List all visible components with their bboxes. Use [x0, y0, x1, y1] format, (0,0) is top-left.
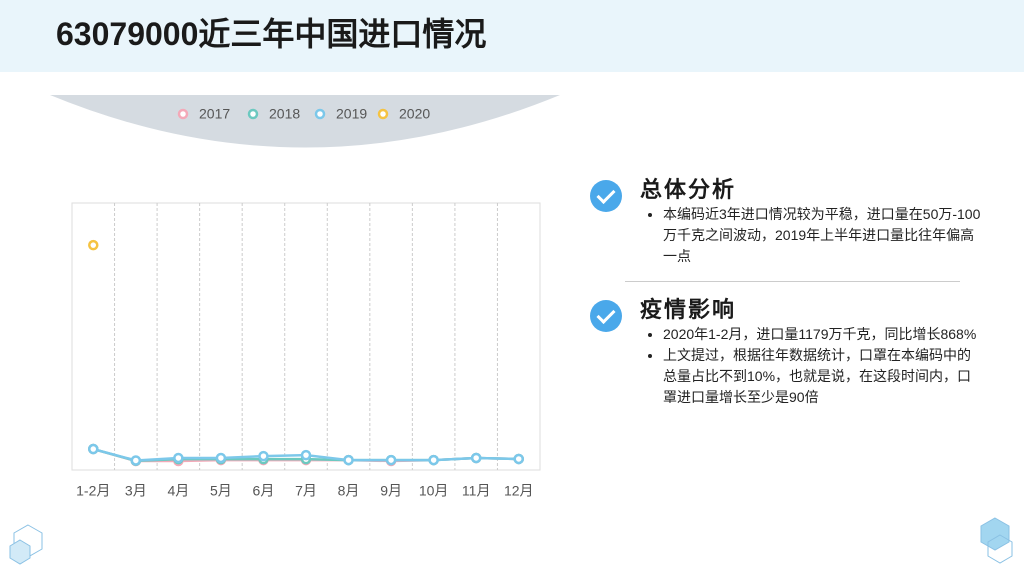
- x-tick-label: 1-2月: [76, 483, 110, 499]
- section-heading: 疫情影响: [640, 297, 737, 322]
- legend-label: 2017: [199, 106, 230, 122]
- data-point: [428, 454, 439, 466]
- data-point: [385, 454, 397, 466]
- legend-marker: [377, 108, 389, 120]
- bullet: 本编码近3年进口情况较为平稳，进口量在50万-100万千克之间波动，2019年上…: [663, 204, 981, 267]
- legend-label: 2019: [336, 106, 367, 122]
- legend-marker: [314, 108, 326, 120]
- bullet: 上文提过，根据往年数据统计，口罩在本编码中的总量占比不到10%，也就是说，在这段…: [663, 345, 981, 408]
- data-point: [258, 450, 269, 462]
- corner-decoration: [9, 517, 1013, 565]
- data-point: [215, 452, 227, 464]
- data-point: [88, 443, 99, 455]
- divider: [625, 281, 960, 282]
- data-point: [130, 455, 142, 466]
- legend-label: 2020: [399, 106, 430, 122]
- check-icon: [590, 300, 622, 332]
- data-point: [173, 452, 184, 464]
- x-tick-label: 8月: [338, 483, 360, 499]
- legend-marker: [177, 108, 189, 120]
- x-tick-label: 7月: [295, 483, 317, 499]
- data-point: [300, 449, 312, 461]
- legend-backdrop: [50, 95, 560, 148]
- x-tick-label: 3月: [125, 483, 147, 499]
- x-tick-label: 10月: [419, 483, 449, 499]
- bullet-list: 本编码近3年进口情况较为平稳，进口量在50万-100万千克之间波动，2019年上…: [636, 204, 981, 267]
- title-bar: [0, 0, 1024, 72]
- data-point: [513, 453, 524, 465]
- x-tick-label: 12月: [504, 483, 534, 499]
- legend-label: 2018: [269, 106, 300, 122]
- bullet: 2020年1-2月，进口量1179万千克，同比增长868%: [663, 324, 981, 345]
- legend-marker: [247, 108, 259, 120]
- check-icon: [590, 180, 622, 212]
- data-point: [88, 239, 99, 251]
- section-heading: 总体分析: [640, 177, 737, 202]
- x-tick-label: 6月: [253, 483, 275, 499]
- x-tick-label: 9月: [380, 483, 402, 499]
- data-point: [343, 454, 354, 466]
- plot-frame: [71, 202, 541, 471]
- bullet-list: 2020年1-2月，进口量1179万千克，同比增长868% 上文提过，根据往年数…: [636, 324, 981, 408]
- x-tick-label: 4月: [167, 483, 189, 499]
- x-tick-label: 5月: [210, 483, 232, 499]
- x-tick-label: 11月: [462, 483, 491, 499]
- data-point: [470, 452, 482, 464]
- slide-title: 63079000近三年中国进口情况: [56, 16, 487, 52]
